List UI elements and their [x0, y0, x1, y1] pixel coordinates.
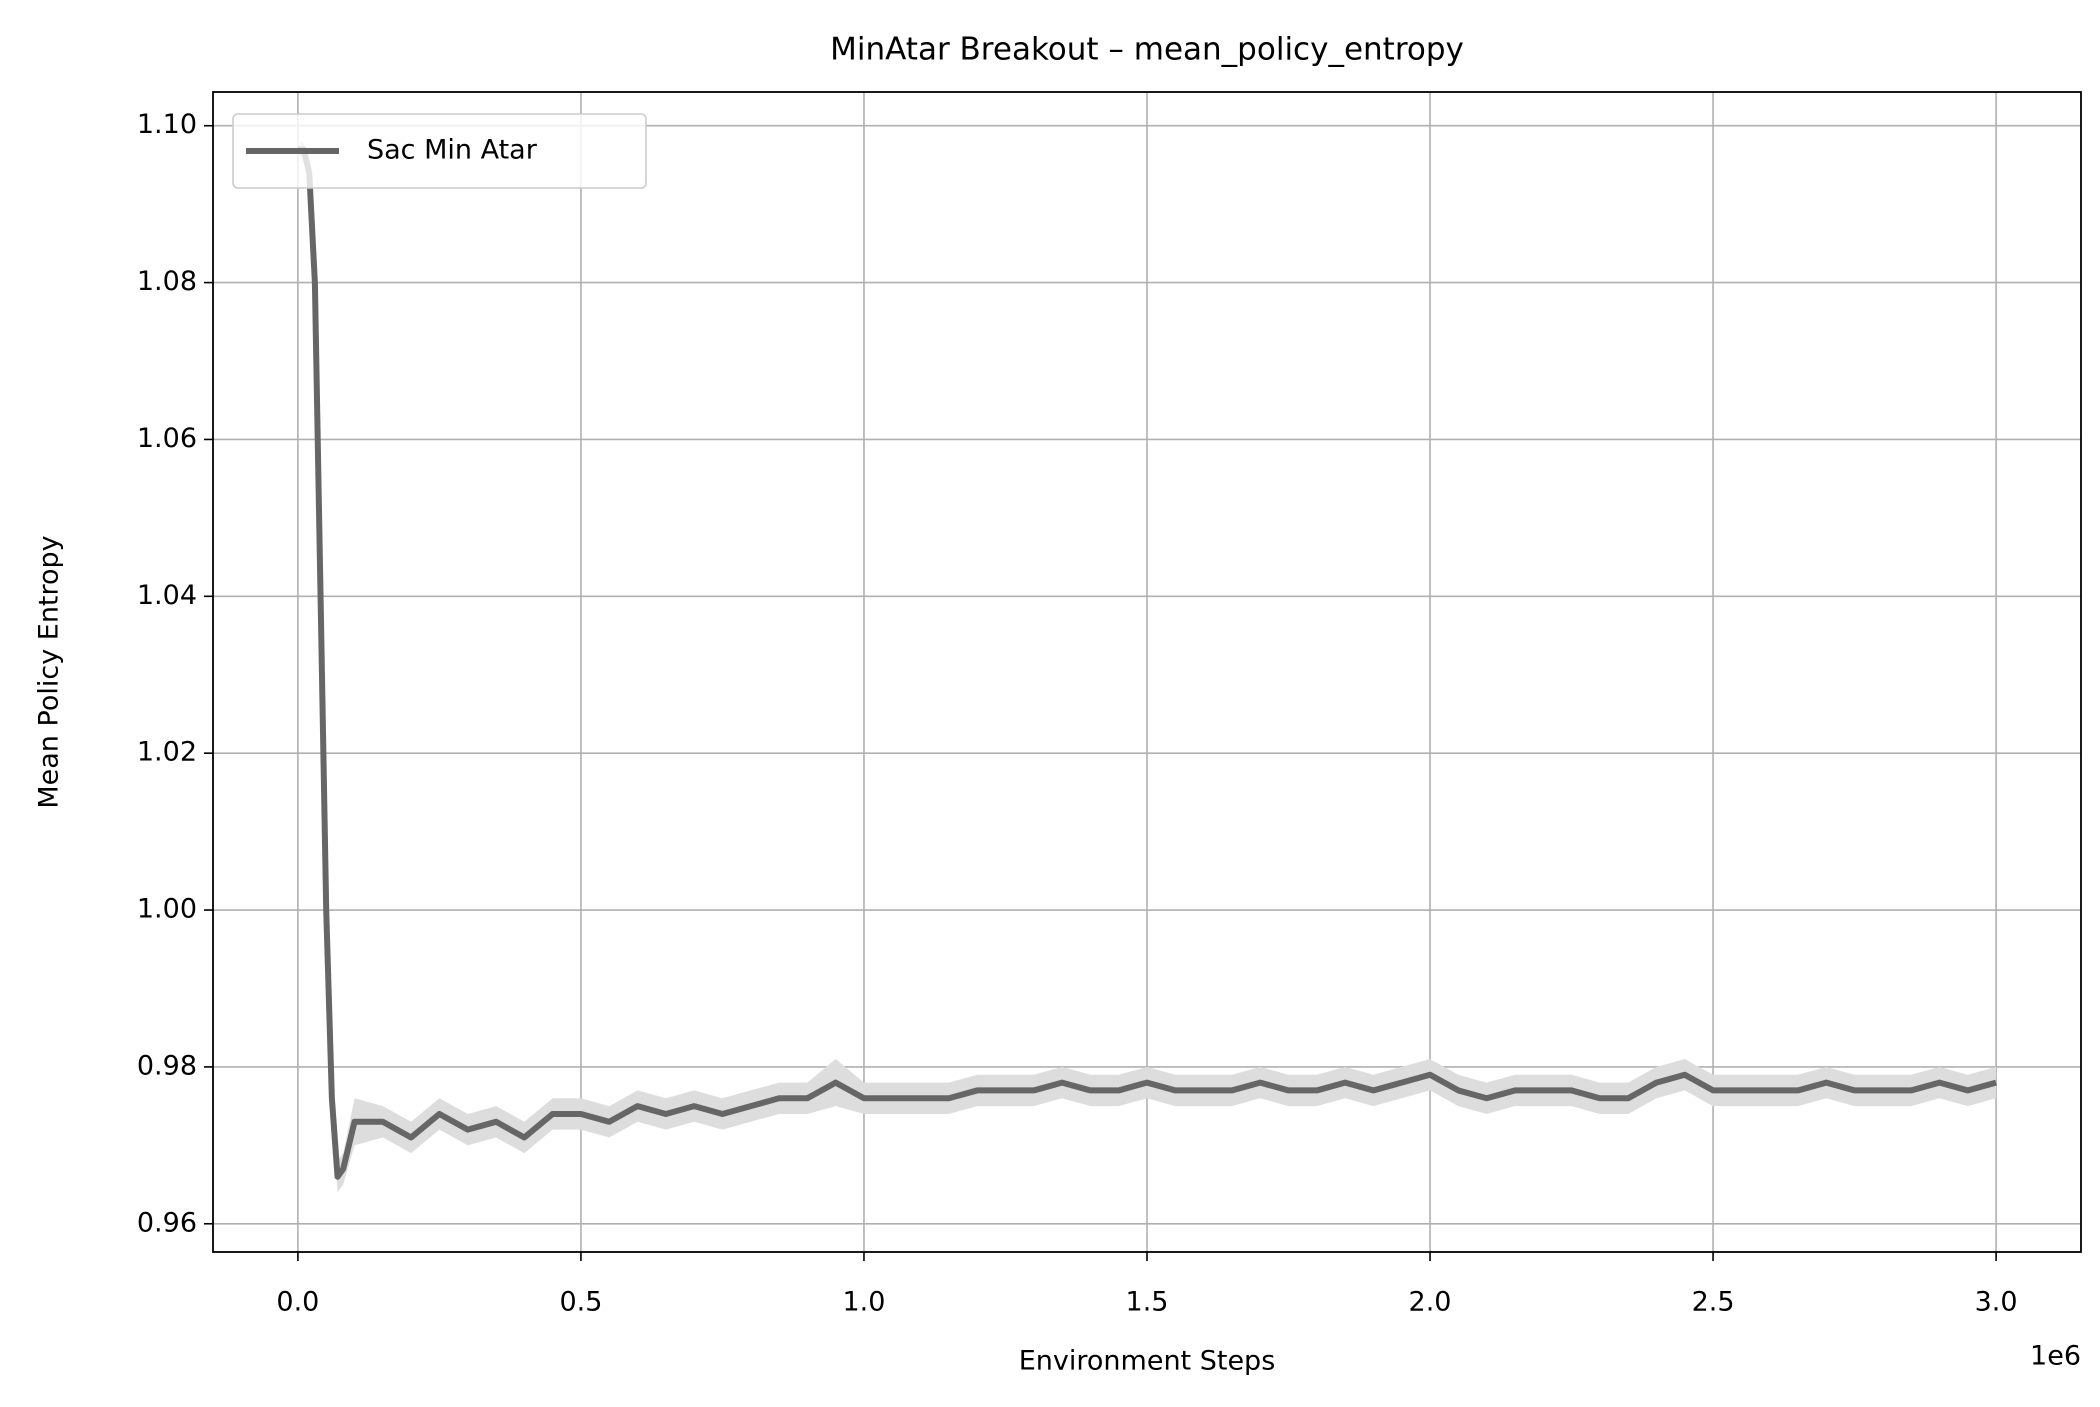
- legend-box: [232, 113, 647, 189]
- x-axis-label: Environment Steps: [1019, 1346, 1276, 1377]
- x-tick-label: 2.5: [1692, 1287, 1735, 1318]
- y-tick-label: 1.04: [137, 580, 197, 611]
- line: [297, 146, 1997, 1180]
- x-tick-label: 1.5: [1126, 1287, 1169, 1318]
- x-tick-label: 3.0: [1975, 1287, 2018, 1318]
- y-tick-label: 0.96: [137, 1207, 197, 1238]
- error-band: [297, 141, 1997, 1193]
- x-tick-label: 0.0: [276, 1287, 319, 1318]
- y-tick-label: 1.08: [137, 266, 197, 297]
- y-tick-label: 1.06: [137, 423, 197, 454]
- legend-label: Sac Min Atar: [367, 135, 538, 166]
- y-tick-label: 1.10: [137, 109, 197, 140]
- y-tick-label: 0.98: [137, 1050, 197, 1081]
- x-tick-label: 1.0: [842, 1287, 885, 1318]
- x-tick-label: 2.0: [1409, 1287, 1452, 1318]
- plot-frame: [212, 91, 2082, 1253]
- x-offset-label: 1e6: [2030, 1341, 2081, 1372]
- y-tick-label: 1.02: [137, 737, 197, 768]
- x-tick-label: 0.5: [559, 1287, 602, 1318]
- y-axis-label: Mean Policy Entropy: [34, 535, 65, 808]
- y-tick-label: 1.00: [137, 894, 197, 925]
- chart-title: MinAtar Breakout – mean_policy_entropy: [830, 32, 1464, 68]
